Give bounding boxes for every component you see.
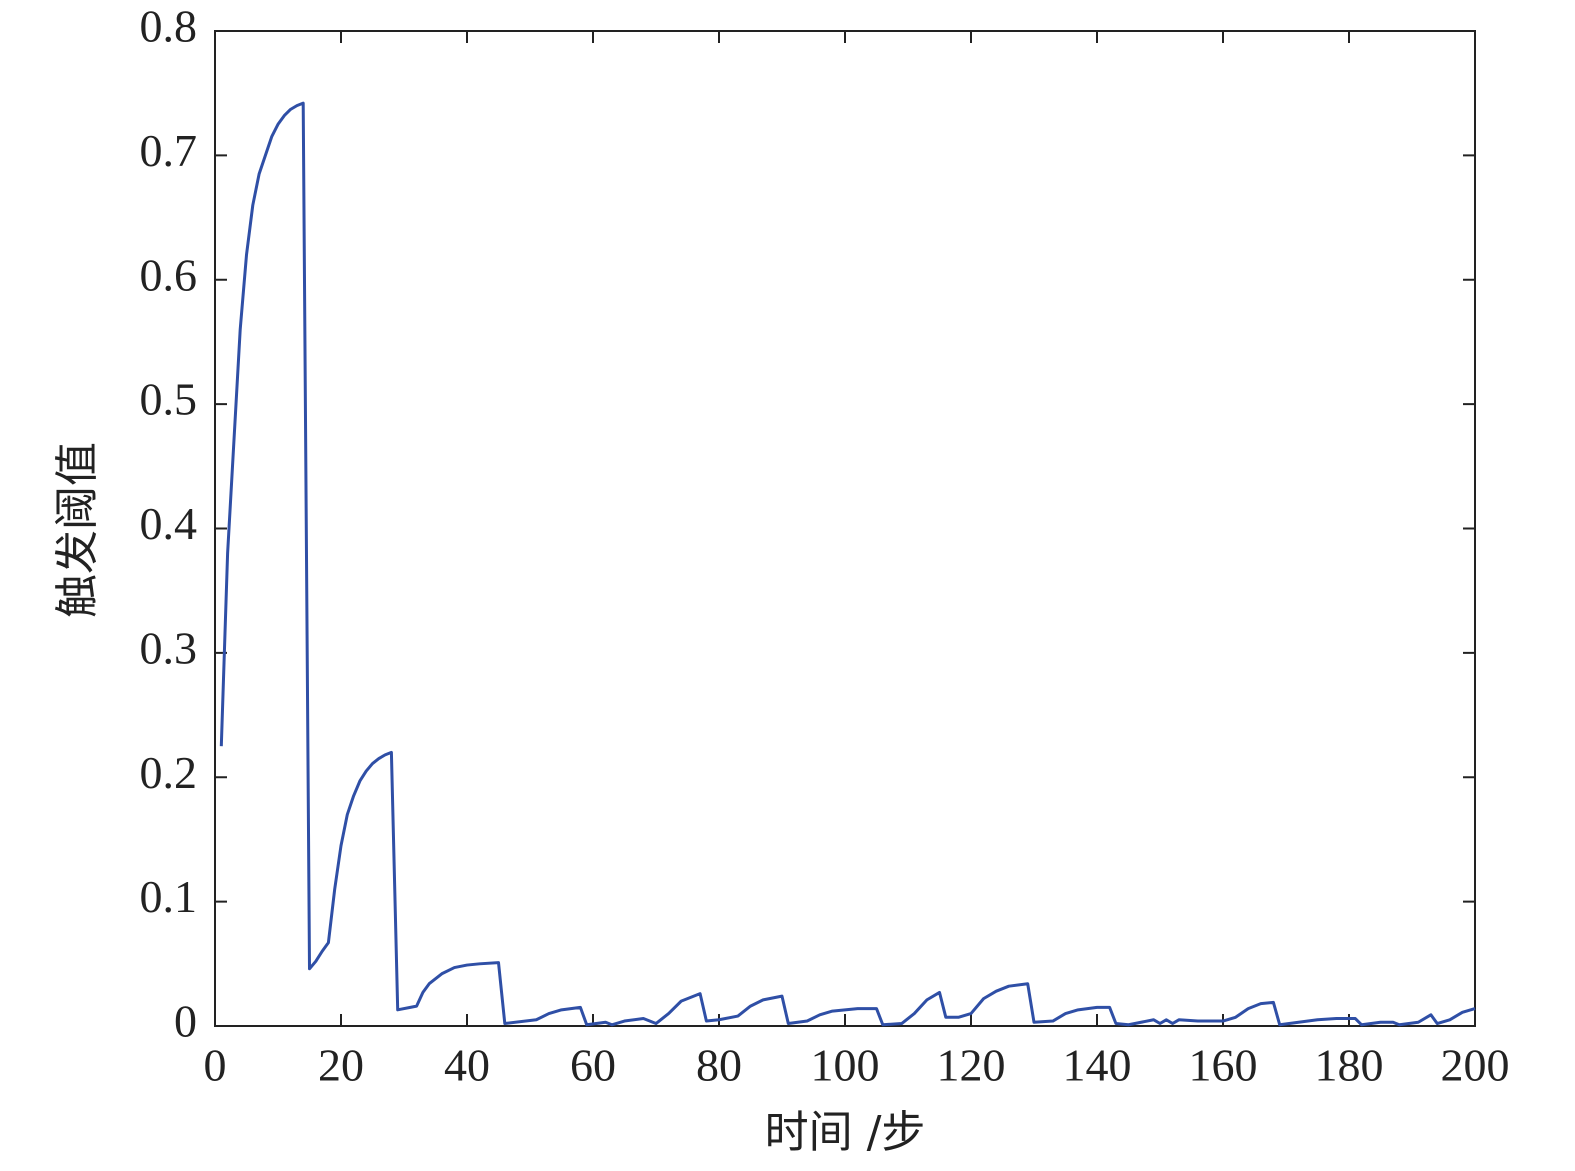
- x-tick-label: 140: [1063, 1040, 1132, 1091]
- x-tick-label: 20: [318, 1040, 364, 1091]
- y-axis-label: 触发阈值: [52, 442, 103, 618]
- data-line: [219, 101, 1476, 1027]
- x-tick-label: 180: [1315, 1040, 1384, 1091]
- plot-frame: [214, 30, 1476, 1027]
- y-tick-label: 0.7: [140, 125, 198, 176]
- x-tick-label: 100: [811, 1040, 880, 1091]
- x-tick-label: 80: [696, 1040, 742, 1091]
- x-axis-label: 时间 /步: [765, 1107, 926, 1158]
- y-tick-label: 0.2: [140, 747, 198, 798]
- x-tick-label: 200: [1441, 1040, 1510, 1091]
- y-tick-label: 0.8: [140, 1, 198, 52]
- y-tick-label: 0.6: [140, 249, 198, 300]
- x-tick-label: 0: [204, 1040, 227, 1091]
- x-tick-label: 160: [1189, 1040, 1258, 1091]
- y-tick-label: 0.1: [140, 871, 198, 922]
- x-tick-label: 120: [937, 1040, 1006, 1091]
- y-tick-label: 0.5: [140, 374, 198, 425]
- x-tick-label: 60: [570, 1040, 616, 1091]
- y-tick-label: 0.3: [140, 622, 198, 673]
- x-tick-label: 40: [444, 1040, 490, 1091]
- y-tick-label: 0: [174, 996, 197, 1047]
- y-tick-label: 0.4: [140, 498, 198, 549]
